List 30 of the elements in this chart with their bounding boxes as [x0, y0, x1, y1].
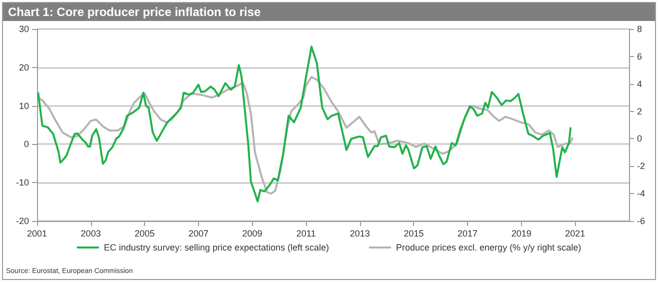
y-tick-label: 30 — [18, 24, 29, 34]
y-tick-label: -20 — [16, 216, 29, 226]
line-series — [37, 46, 572, 202]
x-tick-label: 2013 — [350, 228, 370, 238]
x-tick-label: 2017 — [458, 228, 478, 238]
line-series — [37, 76, 574, 195]
y-tick-label: 0 — [24, 139, 29, 150]
y2-tick-label: 0 — [637, 134, 642, 144]
y2-tick-label: -6 — [637, 216, 646, 226]
legend-label: EC industry survey: selling price expectations (left scale) — [104, 242, 330, 252]
y2-tick-label: 2 — [637, 106, 642, 116]
x-tick-label: 2021 — [565, 228, 586, 238]
x-tick-label: 2011 — [296, 228, 316, 238]
y2-tick-label: 8 — [637, 24, 642, 34]
x-tick-label: 2005 — [134, 228, 155, 238]
x-tick-label: 2019 — [511, 228, 532, 238]
y2-tick-label: -2 — [637, 161, 646, 172]
x-tick-label: 2007 — [188, 228, 208, 238]
y2-tick-label: 6 — [637, 51, 642, 62]
chart-title: Chart 1: Core producer price inflation to rise — [3, 3, 655, 21]
y-tick-label: -10 — [16, 178, 29, 188]
legend-label: Produce prices excl. energy (% y/y right scale) — [396, 242, 582, 252]
x-tick-label: 2009 — [242, 228, 262, 238]
y2-tick-label: 4 — [637, 78, 642, 89]
x-tick-label: 2015 — [404, 228, 424, 238]
y-tick-label: 10 — [18, 100, 29, 111]
y2-tick-label: -4 — [637, 188, 646, 199]
x-tick-label: 2001 — [26, 228, 48, 238]
x-tick-label: 2003 — [80, 228, 101, 238]
y-tick-label: 20 — [18, 62, 29, 72]
